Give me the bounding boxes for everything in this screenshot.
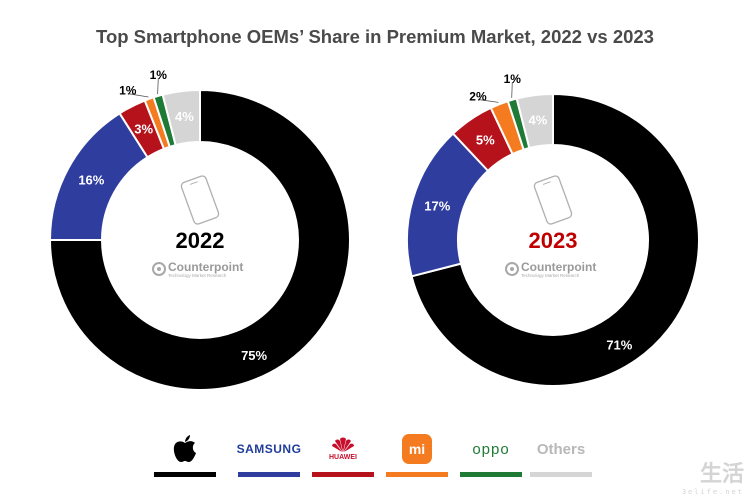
watermark-url: 3elife.net [681,488,744,496]
legend-item-huawei: HUAWEI [298,428,388,488]
chart-canvas: 75%16%3%1%1%4%2022CounterpointTechnology… [48,68,700,391]
apple-logo-icon [173,435,196,462]
legend: SAMSUNG HUAWEI mi oppo [0,428,750,488]
legend-bar-huawei [312,472,374,477]
donut-2022: 75% 16% 3% 1% 1% 4% 2022 CounterpointTechnology… [48,68,351,391]
phone-outline-icon [180,175,220,225]
leader-line-oppo-2022 [157,78,159,95]
legend-bar-xiaomi [386,472,448,477]
watermark-main: 生活 [699,462,744,487]
chart-title: Top Smartphone OEMs’ Share in Premium Ma… [96,26,654,47]
xiaomi-logo: mi [402,434,432,464]
data-label-xiaomi-2023: 2% [469,89,487,103]
legend-bar-samsung [238,472,300,477]
slice-apple-2022 [48,88,351,391]
data-label-others-2023: 4% [528,112,547,127]
watermark: 生活 3elife.net [682,456,744,496]
data-label-samsung-2023: 17% [424,198,450,213]
slice-apple-2023 [410,92,700,387]
year-label-2023: 2023 [529,228,578,253]
others-label: Others [536,440,586,458]
data-label-huawei-2023: 5% [476,132,495,147]
huawei-wordmark: HUAWEI [329,454,357,461]
legend-bar-oppo [460,472,522,477]
data-label-oppo-2023: 1% [504,72,522,86]
huawei-flower-icon [332,437,354,452]
counterpoint-tagline: Technology Market Research [521,273,580,278]
oppo-logo: oppo [472,440,510,458]
slice-others-2023 [515,92,554,150]
data-label-apple-2023: 71% [606,337,632,352]
data-label-xiaomi-2022: 1% [119,84,137,98]
data-label-oppo-2022: 1% [150,68,168,82]
data-label-apple-2022: 75% [241,348,267,363]
legend-item-xiaomi: mi [372,428,462,488]
data-label-others-2022: 4% [175,109,194,124]
data-label-samsung-2022: 16% [78,172,104,187]
legend-item-apple [140,428,230,488]
counterpoint-name: Counterpoint [168,260,243,274]
leader-line-oppo-2023 [511,82,513,98]
year-label-2022: 2022 [176,228,225,253]
leader-line-xiaomi-2023 [477,99,499,103]
counterpoint-tagline: Technology Market Research [168,273,227,278]
slice-others-2022 [161,88,201,147]
leader-line-xiaomi-2022 [127,93,149,98]
samsung-logo: SAMSUNG [236,442,302,456]
legend-bar-apple [154,472,216,477]
phone-outline-icon [533,175,573,225]
data-label-huawei-2022: 3% [134,122,153,137]
legend-item-others: Others [516,428,606,488]
legend-bar-others [530,472,592,477]
legend-item-oppo: oppo [446,428,536,488]
legend-item-samsung: SAMSUNG [224,428,314,488]
counterpoint-name: Counterpoint [521,260,596,274]
donut-2023: 71% 17% 5% 2% 1% 4% 2023 CounterpointTechnology… [406,72,700,387]
